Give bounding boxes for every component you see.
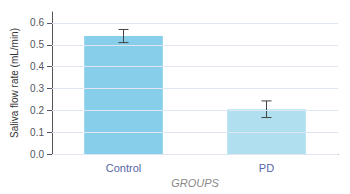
svg-text:0.1: 0.1 [30, 127, 44, 138]
svg-text:Control: Control [106, 162, 141, 174]
svg-text:Saliva flow rate (mL/min): Saliva flow rate (mL/min) [9, 28, 20, 138]
svg-text:GROUPS: GROUPS [171, 177, 219, 189]
svg-text:0.0: 0.0 [30, 149, 44, 160]
svg-text:PD: PD [259, 162, 274, 174]
svg-text:0.3: 0.3 [30, 83, 44, 94]
svg-text:0.6: 0.6 [30, 17, 44, 28]
svg-text:0.4: 0.4 [30, 61, 44, 72]
svg-text:0.2: 0.2 [30, 105, 44, 116]
svg-text:0.5: 0.5 [30, 39, 44, 50]
